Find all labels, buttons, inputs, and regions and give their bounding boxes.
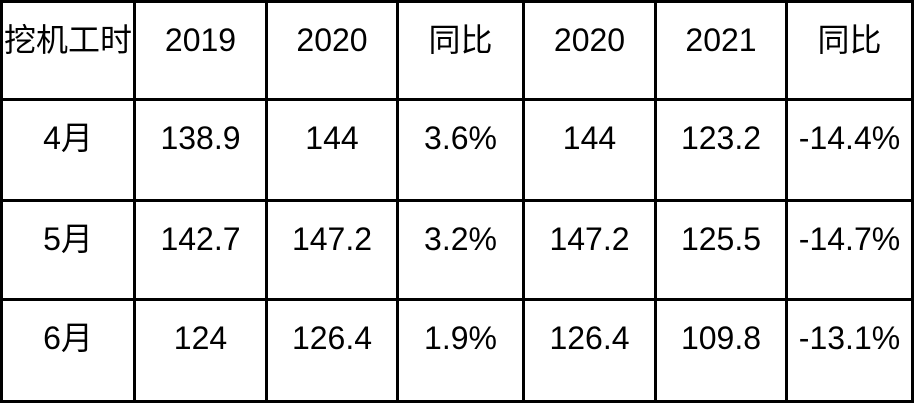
cell-value: 138.9	[133, 98, 268, 202]
column-header-2019: 2019	[133, 0, 268, 101]
table-row-april: 4月 138.9 144 3.6% 144 123.2 -14.4%	[0, 98, 914, 202]
row-header-month: 5月	[0, 199, 136, 301]
row-header-month: 6月	[0, 298, 136, 403]
corner-header: 挖机工时	[0, 0, 136, 101]
column-header-2021: 2021	[654, 0, 788, 101]
column-header-yoy-right: 同比	[785, 0, 914, 101]
cell-value: 124	[133, 298, 268, 403]
cell-value: 125.5	[654, 199, 788, 301]
header-row: 挖机工时 2019 2020 同比 2020 2021 同比	[0, 0, 914, 101]
cell-value: 147.2	[265, 199, 399, 301]
column-header-2020-right: 2020	[522, 0, 657, 101]
cell-value: 144	[265, 98, 399, 202]
cell-value: 109.8	[654, 298, 788, 403]
table-row-may: 5月 142.7 147.2 3.2% 147.2 125.5 -14.7%	[0, 199, 914, 301]
column-header-yoy-left: 同比	[396, 0, 525, 101]
cell-yoy-positive: 3.2%	[396, 199, 525, 301]
cell-yoy-positive: 3.6%	[396, 98, 525, 202]
cell-value: 126.4	[522, 298, 657, 403]
cell-yoy-positive: 1.9%	[396, 298, 525, 403]
cell-value: 142.7	[133, 199, 268, 301]
table-row-june: 6月 124 126.4 1.9% 126.4 109.8 -13.1%	[0, 298, 914, 403]
cell-value: 126.4	[265, 298, 399, 403]
cell-value: 123.2	[654, 98, 788, 202]
cell-yoy-negative: -14.4%	[785, 98, 914, 202]
row-header-month: 4月	[0, 98, 136, 202]
cell-value: 147.2	[522, 199, 657, 301]
cell-yoy-negative: -13.1%	[785, 298, 914, 403]
cell-value: 144	[522, 98, 657, 202]
cell-yoy-negative: -14.7%	[785, 199, 914, 301]
column-header-2020-left: 2020	[265, 0, 399, 101]
